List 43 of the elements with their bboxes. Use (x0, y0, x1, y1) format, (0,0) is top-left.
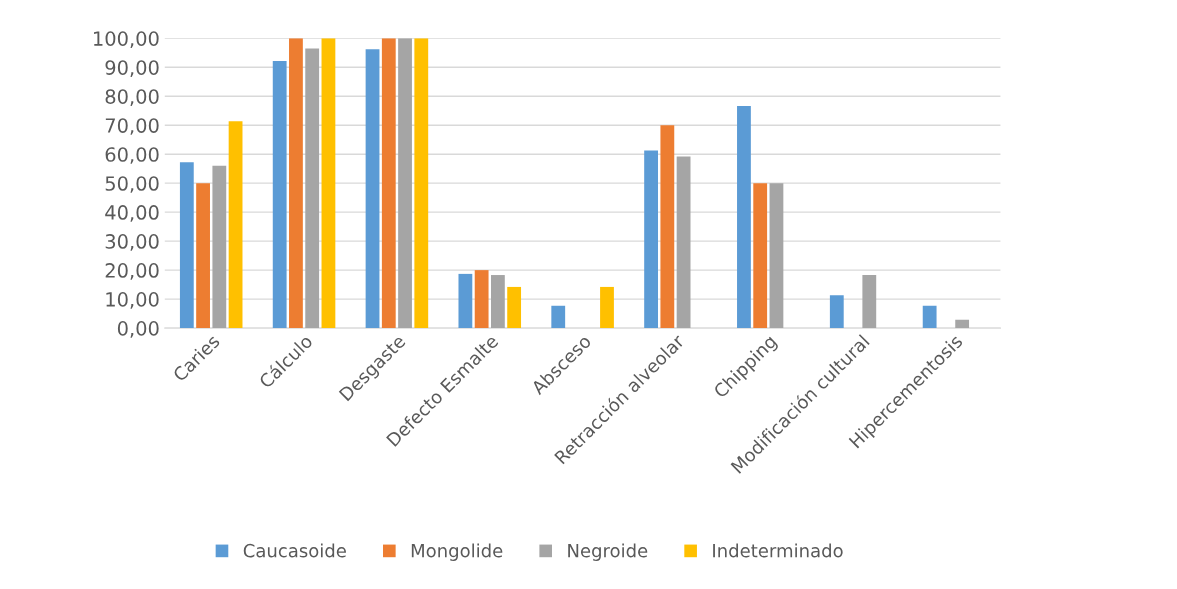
y-tick-label: 100,00 (94, 31, 159, 48)
bar (507, 286, 522, 329)
bar (414, 38, 429, 329)
bar (922, 305, 937, 329)
bar (676, 156, 691, 329)
y-tick-label: 70,00 (105, 118, 159, 135)
bar (737, 106, 751, 329)
y-tick-label: 10,00 (106, 292, 159, 309)
bar (381, 38, 396, 329)
y-tick-label: 90,00 (105, 60, 159, 77)
bar (289, 38, 303, 329)
y-tick-label: 30,00 (105, 234, 159, 251)
legend-label: Caucasoide (243, 543, 346, 558)
bar (305, 48, 320, 329)
y-tick-label: 40,00 (105, 205, 159, 222)
legend-label: Indeterminado (713, 543, 843, 558)
bar (955, 319, 970, 329)
bar (321, 38, 336, 329)
bar (753, 183, 768, 329)
y-tick-label: 60,00 (105, 147, 159, 164)
bar (398, 38, 412, 329)
bar (862, 275, 877, 329)
y-tick-label: 80,00 (105, 89, 159, 106)
bar (829, 295, 844, 329)
bar (600, 286, 614, 329)
bar (196, 183, 210, 329)
bar (551, 305, 566, 329)
y-tick-label: 0,00 (117, 321, 159, 338)
legend-label: Mongolide (411, 543, 503, 561)
legend-label: Negroide (568, 543, 648, 561)
bar (644, 150, 658, 329)
bar (490, 275, 505, 329)
bar (474, 270, 489, 329)
y-tick-label: 50,00 (105, 176, 159, 193)
bar (769, 183, 784, 329)
bar (179, 162, 194, 329)
bar (458, 273, 473, 329)
bar (272, 60, 287, 329)
bar (660, 125, 675, 329)
y-tick-label: 20,00 (105, 263, 159, 280)
bar (212, 165, 227, 329)
bar (228, 121, 243, 329)
bar (365, 49, 380, 329)
